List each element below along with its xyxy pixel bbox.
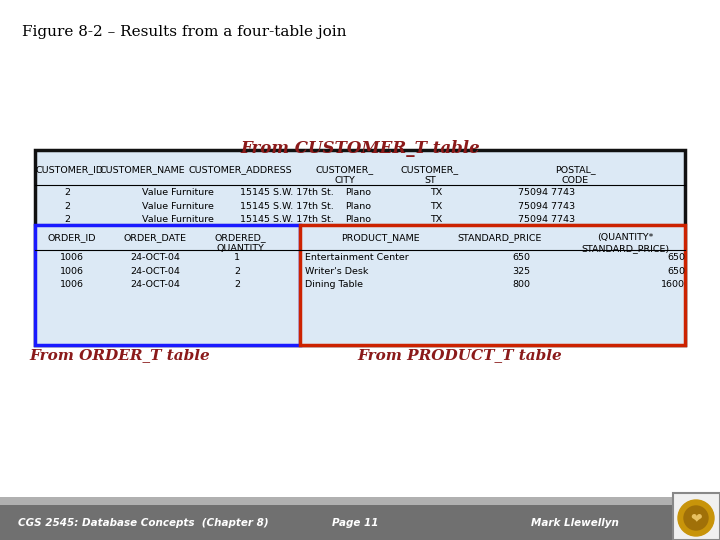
Text: From CUSTOMER_T table: From CUSTOMER_T table: [240, 140, 480, 157]
Text: From ORDER_T table: From ORDER_T table: [30, 348, 210, 362]
Text: Writer's Desk: Writer's Desk: [305, 267, 369, 276]
Bar: [673, 493, 720, 540]
Text: 1: 1: [234, 253, 240, 262]
Text: ❤: ❤: [690, 511, 702, 525]
Text: Entertainment Center: Entertainment Center: [305, 253, 409, 262]
Text: ORDER_DATE: ORDER_DATE: [124, 233, 186, 242]
Text: 75094 7743: 75094 7743: [518, 215, 575, 224]
Bar: [300, 225, 685, 345]
Bar: [35, 150, 685, 345]
Text: Plano: Plano: [345, 188, 371, 197]
Text: Value Furniture: Value Furniture: [142, 215, 214, 224]
Text: 650: 650: [512, 253, 530, 262]
Text: 1006: 1006: [60, 267, 84, 276]
Text: 650: 650: [667, 267, 685, 276]
Text: 15145 S.W. 17th St.: 15145 S.W. 17th St.: [240, 188, 334, 197]
Text: Dining Table: Dining Table: [305, 280, 363, 289]
Text: ORDERED_
QUANTITY: ORDERED_ QUANTITY: [214, 233, 266, 253]
Text: ORDER_ID: ORDER_ID: [48, 233, 96, 242]
Text: 2: 2: [64, 188, 70, 197]
Text: CUSTOMER_ADDRESS: CUSTOMER_ADDRESS: [188, 165, 292, 174]
Text: 2: 2: [234, 267, 240, 276]
Text: Plano: Plano: [345, 202, 371, 211]
Text: 24-OCT-04: 24-OCT-04: [130, 280, 180, 289]
Text: CUSTOMER_NAME: CUSTOMER_NAME: [99, 165, 185, 174]
Text: CUSTOMER_
ST: CUSTOMER_ ST: [401, 165, 459, 185]
Text: 75094 7743: 75094 7743: [518, 202, 575, 211]
Text: Value Furniture: Value Furniture: [142, 188, 214, 197]
Text: 15145 S.W. 17th St.: 15145 S.W. 17th St.: [240, 215, 334, 224]
Bar: [0, 505, 720, 540]
Text: 1600: 1600: [661, 280, 685, 289]
Text: 2: 2: [64, 215, 70, 224]
Text: (QUANTITY*
STANDARD_PRICE): (QUANTITY* STANDARD_PRICE): [581, 233, 669, 253]
Text: 2: 2: [234, 280, 240, 289]
Circle shape: [678, 500, 714, 536]
Bar: [35, 225, 300, 345]
Text: CUSTOMER_ID: CUSTOMER_ID: [36, 165, 104, 174]
Text: Value Furniture: Value Furniture: [142, 202, 214, 211]
Text: CGS 2545: Database Concepts  (Chapter 8): CGS 2545: Database Concepts (Chapter 8): [18, 518, 269, 528]
Text: STANDARD_PRICE: STANDARD_PRICE: [458, 233, 542, 242]
Text: CUSTOMER_
CITY: CUSTOMER_ CITY: [316, 165, 374, 185]
Text: 1006: 1006: [60, 253, 84, 262]
Text: 75094 7743: 75094 7743: [518, 188, 575, 197]
Circle shape: [684, 506, 708, 530]
Text: 800: 800: [512, 280, 530, 289]
Text: 24-OCT-04: 24-OCT-04: [130, 253, 180, 262]
Text: 2: 2: [64, 202, 70, 211]
Text: From PRODUCT_T table: From PRODUCT_T table: [358, 348, 562, 362]
Text: TX: TX: [430, 215, 442, 224]
Text: Mark Llewellyn: Mark Llewellyn: [531, 518, 619, 528]
Text: TX: TX: [430, 202, 442, 211]
Text: Plano: Plano: [345, 215, 371, 224]
Text: 24-OCT-04: 24-OCT-04: [130, 267, 180, 276]
Text: TX: TX: [430, 188, 442, 197]
Text: POSTAL_
CODE: POSTAL_ CODE: [554, 165, 595, 185]
Text: 650: 650: [667, 253, 685, 262]
Text: 15145 S.W. 17th St.: 15145 S.W. 17th St.: [240, 202, 334, 211]
Text: 325: 325: [512, 267, 530, 276]
Text: PRODUCT_NAME: PRODUCT_NAME: [341, 233, 419, 242]
Text: 1006: 1006: [60, 280, 84, 289]
Text: Figure 8-2 – Results from a four-table join: Figure 8-2 – Results from a four-table j…: [22, 25, 346, 39]
Bar: [0, 497, 720, 505]
Text: Page 11: Page 11: [332, 518, 378, 528]
